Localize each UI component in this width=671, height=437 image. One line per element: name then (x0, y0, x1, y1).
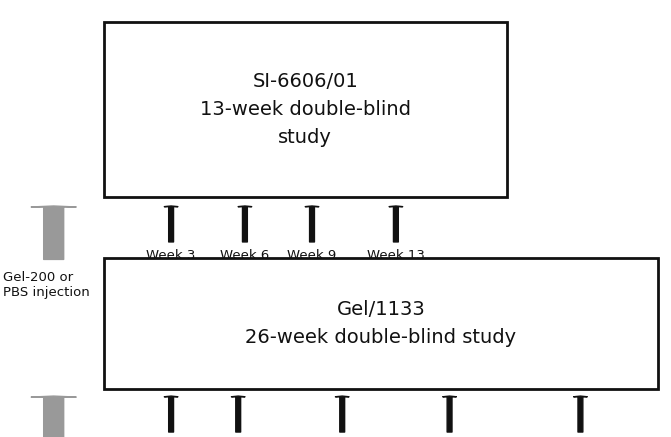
Text: SI-6606/01
13-week double-blind
study: SI-6606/01 13-week double-blind study (200, 72, 411, 147)
Text: Week 9: Week 9 (287, 249, 337, 262)
Bar (104, 22, 507, 197)
Text: Week 3: Week 3 (146, 249, 196, 262)
Text: Gel-200 or
PBS injection: Gel-200 or PBS injection (3, 271, 90, 299)
Text: Gel/1133
26-week double-blind study: Gel/1133 26-week double-blind study (245, 300, 517, 347)
Text: Week 13: Week 13 (367, 249, 425, 262)
Bar (104, 258, 658, 389)
Text: Week 6: Week 6 (220, 249, 270, 262)
